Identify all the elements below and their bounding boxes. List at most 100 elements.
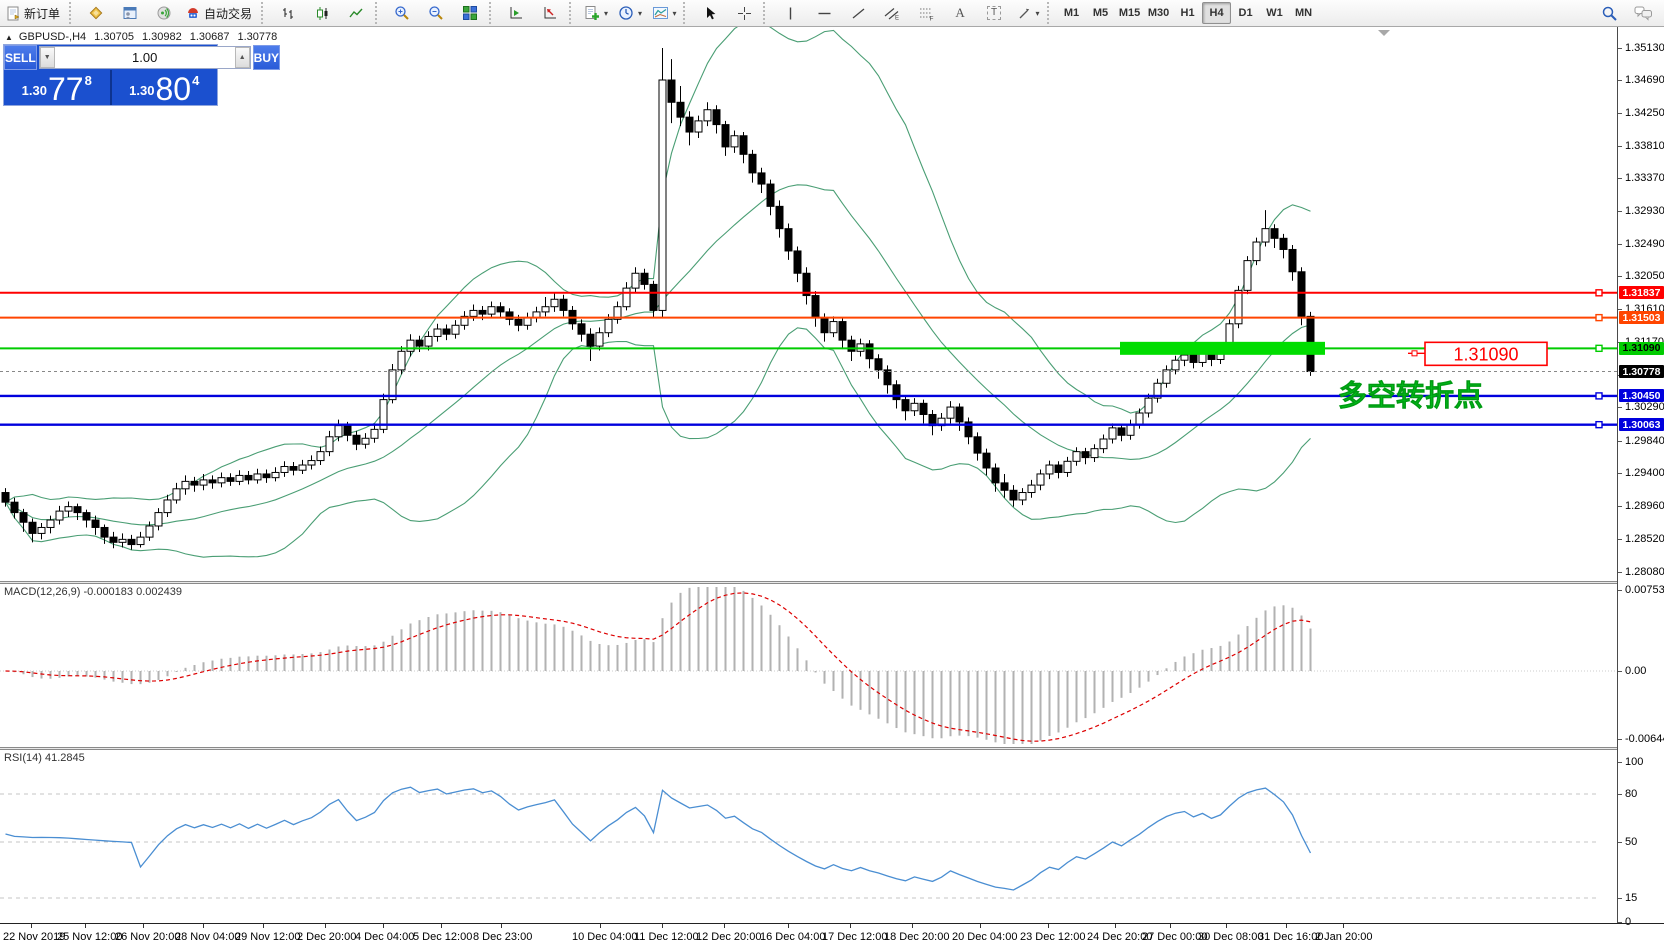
cjk-annotation-text[interactable]: 多空转折点: [1338, 378, 1484, 413]
volume-input[interactable]: [54, 47, 235, 68]
profiles-button[interactable]: [79, 0, 113, 26]
tile-windows-button[interactable]: [453, 0, 487, 26]
sound-alerts-button[interactable]: [147, 0, 181, 26]
chat-button[interactable]: [1626, 0, 1660, 26]
timeframe-mn[interactable]: MN: [1294, 7, 1313, 19]
sell-button[interactable]: SELL: [4, 45, 37, 70]
zoom-in-button[interactable]: [385, 0, 419, 26]
sound-icon: [156, 5, 172, 21]
timeframe-m30[interactable]: M30: [1147, 7, 1170, 19]
templates-button[interactable]: ▾: [647, 0, 681, 26]
time-tick: [325, 924, 326, 928]
chevron-down-icon: ▾: [604, 8, 609, 18]
indicators-button[interactable]: ▾: [579, 0, 613, 26]
search-button[interactable]: [1592, 0, 1626, 26]
sell-price[interactable]: 1.30 77 8: [4, 70, 110, 105]
trendline-tool[interactable]: [841, 0, 875, 26]
hline-handle[interactable]: [1595, 344, 1603, 353]
time-label: 29 Nov 12:00: [235, 931, 301, 943]
volume-decrease-button[interactable]: ▼: [39, 47, 55, 68]
auto-scroll-button[interactable]: [499, 0, 533, 26]
horizontal-line-icon: [817, 7, 832, 20]
sell-price-big: 77: [47, 71, 84, 107]
timeframe-m1[interactable]: M1: [1063, 7, 1080, 19]
price-tick-dash: [1618, 211, 1622, 213]
price-tick-dash: [1618, 407, 1622, 409]
chart-shift-button[interactable]: [533, 0, 567, 26]
buy-button[interactable]: BUY: [252, 45, 281, 70]
timeframe-m5[interactable]: M5: [1092, 7, 1109, 19]
buy-price[interactable]: 1.30 80 4: [112, 70, 218, 105]
zoom-out-button[interactable]: [419, 0, 453, 26]
hline-handle[interactable]: [1595, 289, 1603, 297]
new-order-button[interactable]: 新订单: [2, 0, 67, 26]
crosshair-button[interactable]: [727, 0, 761, 26]
price-axis[interactable]: 1.35130 1.34690 1.34250 1.33810 1.33370 1.329…: [1617, 27, 1664, 928]
timeframe-h1[interactable]: H1: [1180, 7, 1195, 19]
autotrading-button[interactable]: 自动交易: [181, 0, 259, 26]
candlestick-chart-canvas[interactable]: 1.31090 多空转折点: [0, 27, 1617, 581]
pane-separator[interactable]: [0, 581, 1664, 584]
ohlc-close: 1.30778: [237, 31, 278, 43]
volume-increase-button[interactable]: ▲: [234, 47, 250, 68]
rsi-axis-label: 50: [1625, 835, 1638, 848]
equidistant-channel-icon: E: [884, 6, 900, 21]
rsi-canvas: [0, 786, 1600, 899]
horizontal-line-tool[interactable]: [807, 0, 841, 26]
time-label: 25 Nov 12:00: [57, 931, 123, 943]
line-chart-button[interactable]: [339, 0, 373, 26]
time-tick: [203, 924, 204, 928]
price-annotation-box[interactable]: [1424, 341, 1548, 367]
support-zone-rectangle[interactable]: [1120, 341, 1325, 355]
rsi-line: [5, 786, 1312, 891]
candles-layer: [1, 48, 1315, 550]
collapse-panel-icon[interactable]: ▲: [5, 32, 13, 42]
timeframe-h4[interactable]: H4: [1202, 2, 1232, 24]
time-axis[interactable]: 22 Nov 2019 25 Nov 12:00 26 Nov 20:00 28 No…: [0, 923, 1664, 945]
candlestick-chart-button[interactable]: [305, 0, 339, 26]
hline-handle[interactable]: [1595, 420, 1603, 429]
chart-shift-marker[interactable]: [1378, 30, 1390, 36]
price-tick-label: 1.29400: [1625, 467, 1664, 480]
timeframe-m15[interactable]: M15: [1118, 7, 1141, 19]
data-window-icon: [122, 5, 138, 21]
cursor-button[interactable]: [693, 0, 727, 26]
ohlc-low: 1.30687: [189, 31, 230, 43]
vertical-line-tool[interactable]: [773, 0, 807, 26]
time-label: 2 Dec 20:00: [297, 931, 357, 943]
pane-separator[interactable]: [0, 747, 1664, 750]
time-label: 30 Dec 08:00: [1198, 931, 1264, 943]
fibonacci-tool[interactable]: F: [909, 0, 943, 26]
price-tick-label: 1.28520: [1625, 532, 1664, 545]
price-tick-label: 1.34250: [1625, 106, 1664, 119]
time-label: 23 Dec 12:00: [1020, 931, 1086, 943]
hline-handle[interactable]: [1595, 313, 1603, 322]
timeframe-w1[interactable]: W1: [1266, 7, 1283, 19]
periods-button[interactable]: ▾: [613, 0, 647, 26]
hline-handle[interactable]: [1595, 392, 1603, 400]
price-tick-dash: [1618, 538, 1622, 540]
main-chart-pane[interactable]: ▲ GBPUSD-,H4 1.30705 1.30982 1.30687 1.3…: [0, 27, 1617, 581]
time-label: 10 Dec 04:00: [572, 931, 638, 943]
price-label-chip: 1.31837: [1619, 286, 1664, 300]
price-tick-label: 1.29840: [1625, 434, 1664, 447]
time-label: 20 Dec 04:00: [952, 931, 1018, 943]
data-window-button[interactable]: [113, 0, 147, 26]
price-divider: [109, 70, 112, 105]
text-tool[interactable]: A: [943, 0, 977, 26]
price-tick-dash: [1618, 571, 1622, 573]
bar-chart-button[interactable]: [271, 0, 305, 26]
timeframe-d1[interactable]: D1: [1238, 7, 1253, 19]
time-label: 8 Dec 23:00: [473, 931, 533, 943]
text-label-tool[interactable]: T: [977, 0, 1011, 26]
time-tick: [501, 924, 502, 928]
equidistant-channel-tool[interactable]: E: [875, 0, 909, 26]
rsi-indicator-pane[interactable]: RSI(14) 41.2845: [0, 750, 1617, 923]
bar-chart-icon: [281, 6, 296, 21]
price-tick-label: 1.34690: [1625, 74, 1664, 87]
macd-indicator-pane[interactable]: MACD(12,26,9) -0.000183 0.002439: [0, 584, 1617, 747]
arrows-tool[interactable]: ▾: [1011, 0, 1045, 26]
rsi-tick-dash: [1618, 841, 1622, 843]
buy-price-pip: 4: [192, 73, 200, 88]
